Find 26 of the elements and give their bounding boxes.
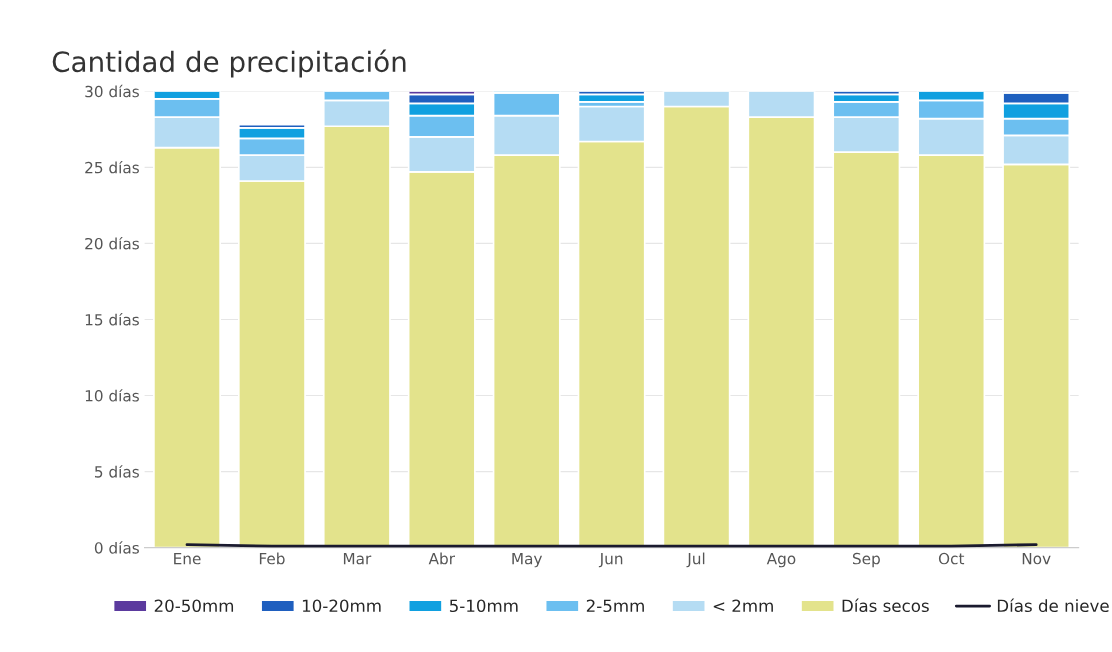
chart-title: Cantidad de precipitación (52, 49, 406, 78)
y-tick-label: 25 días (85, 160, 139, 174)
legend-label: 10-20mm (302, 599, 381, 613)
x-tick-label: Oct (938, 552, 965, 565)
x-tick-label: Jun (598, 553, 623, 568)
legend-label: 20-50mm (154, 599, 234, 613)
legend-label: Días de nieve (997, 598, 1109, 613)
x-tick-label: Ene (174, 553, 201, 565)
y-tick-label: 5 días (95, 465, 139, 478)
x-tick-label: Jul (686, 552, 705, 568)
x-tick-label: Abr (428, 552, 455, 565)
legend-label: Días secos (842, 598, 929, 613)
x-tick-label: Feb (259, 552, 285, 565)
legend-label: 5-10mm (449, 599, 518, 613)
x-tick-label: May (512, 553, 543, 568)
x-tick-label: Nov (1022, 553, 1051, 565)
x-tick-label: Mar (343, 553, 372, 565)
x-tick-label: Sep (852, 552, 880, 568)
y-tick-label: 15 días (85, 313, 139, 326)
y-tick-label: 30 días (85, 84, 139, 98)
legend-label: < 2mm (713, 599, 773, 612)
x-tick-label: Ago (766, 553, 796, 568)
legend-label: 2-5mm (586, 599, 644, 613)
y-tick-label: 20 días (85, 237, 139, 250)
y-tick-label: 10 días (85, 389, 139, 402)
y-tick-label: 0 días (94, 541, 139, 554)
